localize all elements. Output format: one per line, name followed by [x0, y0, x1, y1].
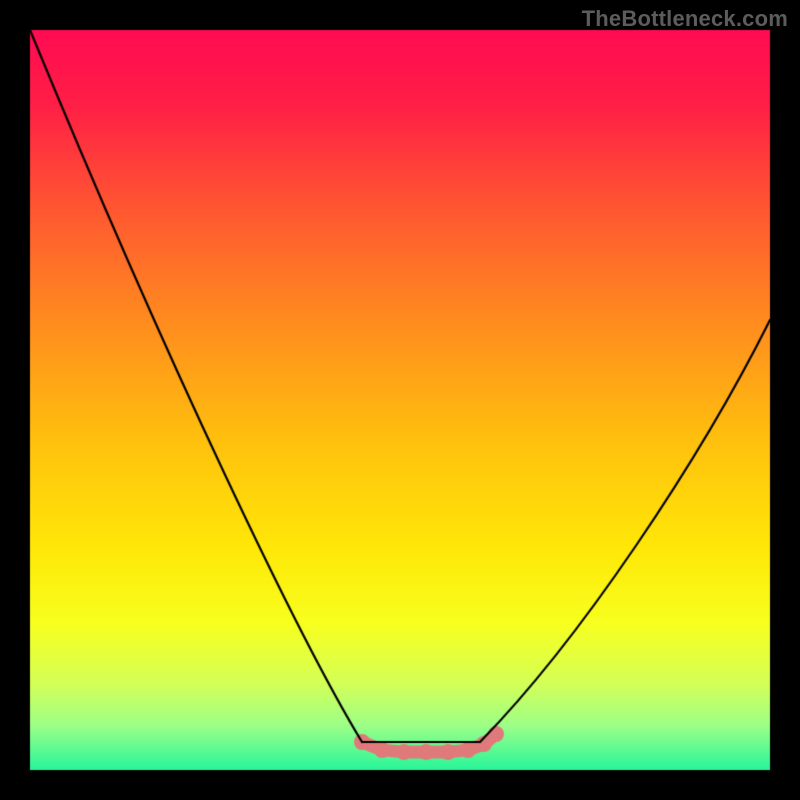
watermark-text: TheBottleneck.com [582, 6, 788, 32]
bottleneck-curve [0, 0, 800, 800]
chart-stage: TheBottleneck.com [0, 0, 800, 800]
